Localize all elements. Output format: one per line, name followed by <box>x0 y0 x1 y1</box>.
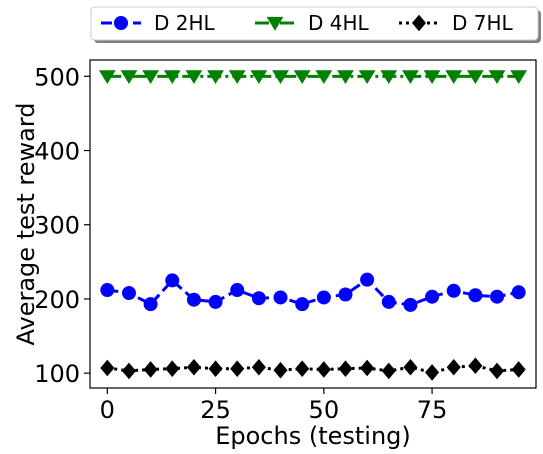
data-point-d-7hl <box>381 362 396 380</box>
data-point-d-4hl <box>207 70 224 85</box>
data-point-d-2hl <box>425 289 440 304</box>
data-point-d-4hl <box>445 70 463 85</box>
data-point-d-2hl <box>121 286 136 301</box>
data-point-d-4hl <box>423 70 441 85</box>
data-point-d-7hl <box>208 360 223 377</box>
data-point-d-7hl <box>165 360 180 377</box>
x-tick-label: 0 <box>100 396 115 424</box>
data-point-d-4hl <box>402 70 419 85</box>
legend-label: D 7HL <box>452 11 514 35</box>
data-point-d-7hl <box>403 358 418 376</box>
data-point-d-2hl <box>403 297 418 312</box>
data-point-d-7hl <box>121 362 137 380</box>
data-point-d-7hl <box>273 361 288 379</box>
data-point-d-7hl <box>425 364 440 381</box>
data-point-d-7hl <box>511 361 526 378</box>
data-point-d-2hl <box>381 294 396 309</box>
data-point-d-4hl <box>293 70 311 85</box>
y-tick-label: 300 <box>34 212 80 240</box>
y-tick-label: 200 <box>34 286 80 314</box>
data-point-d-2hl <box>316 290 331 305</box>
data-point-d-2hl <box>143 297 158 312</box>
data-point-d-4hl <box>272 70 289 85</box>
x-tick-label: 25 <box>200 396 231 424</box>
legend-box <box>90 6 539 41</box>
data-point-d-4hl <box>98 70 116 85</box>
data-point-d-2hl <box>273 290 288 305</box>
data-point-d-2hl <box>446 283 461 298</box>
data-point-d-2hl <box>165 273 180 288</box>
data-point-d-7hl <box>186 358 201 376</box>
plot-area <box>89 59 537 389</box>
data-point-d-4hl <box>120 70 138 85</box>
data-point-d-7hl <box>143 361 158 378</box>
y-tick-label: 500 <box>34 63 80 91</box>
data-point-d-2hl <box>186 292 201 307</box>
data-point-d-4hl <box>315 70 333 85</box>
legend-entry-d-7hl: D 7HL <box>399 11 514 35</box>
data-point-d-2hl <box>360 272 375 287</box>
x-axis-label: Epochs (testing) <box>215 422 411 450</box>
legend-label: D 2HL <box>154 11 216 35</box>
data-point-d-2hl <box>511 285 526 300</box>
data-point-d-2hl <box>338 287 353 302</box>
legend: D 2HL D 4HL D 7HL <box>90 6 541 43</box>
data-point-d-4hl <box>185 70 203 85</box>
x-tick-label: 75 <box>417 396 448 424</box>
data-point-d-7hl <box>251 358 266 376</box>
data-point-d-4hl <box>163 70 181 85</box>
data-point-d-2hl <box>468 288 483 303</box>
series-d-7hl <box>100 357 526 381</box>
data-point-d-4hl <box>358 70 376 85</box>
data-point-d-7hl <box>100 359 115 377</box>
data-point-d-4hl <box>488 70 506 85</box>
legend-marker <box>114 16 128 30</box>
data-point-d-4hl <box>142 70 160 85</box>
series-d-4hl <box>98 70 528 85</box>
data-point-d-7hl <box>360 359 375 377</box>
y-tick-label: 100 <box>34 360 80 388</box>
legend-marker <box>411 14 427 32</box>
data-point-d-4hl <box>228 70 246 85</box>
data-point-d-4hl <box>466 70 484 85</box>
series-d-2hl <box>100 272 526 312</box>
data-point-d-7hl <box>468 357 483 375</box>
data-point-d-2hl <box>251 291 266 306</box>
y-tick-label: 400 <box>34 138 80 166</box>
data-point-d-4hl <box>510 70 528 85</box>
data-point-d-7hl <box>489 362 505 380</box>
data-point-d-2hl <box>295 297 310 312</box>
data-point-d-2hl <box>230 283 245 298</box>
legend-label: D 4HL <box>308 11 370 35</box>
legend-entry-d-4hl: D 4HL <box>255 11 370 35</box>
data-point-d-4hl <box>380 70 398 85</box>
data-point-d-7hl <box>295 360 310 377</box>
data-point-d-4hl <box>250 70 268 85</box>
legend-entry-d-2hl: D 2HL <box>101 11 216 35</box>
data-point-d-7hl <box>316 361 331 378</box>
legend-marker <box>266 16 284 31</box>
data-point-d-2hl <box>100 283 115 298</box>
data-point-d-7hl <box>338 360 353 377</box>
data-point-d-7hl <box>446 358 461 376</box>
data-point-d-2hl <box>490 289 505 304</box>
x-tick-label: 50 <box>309 396 340 424</box>
data-point-d-7hl <box>230 360 245 377</box>
data-point-d-2hl <box>208 294 223 309</box>
y-axis-label: Average test reward <box>12 102 40 345</box>
data-point-d-4hl <box>337 70 354 85</box>
